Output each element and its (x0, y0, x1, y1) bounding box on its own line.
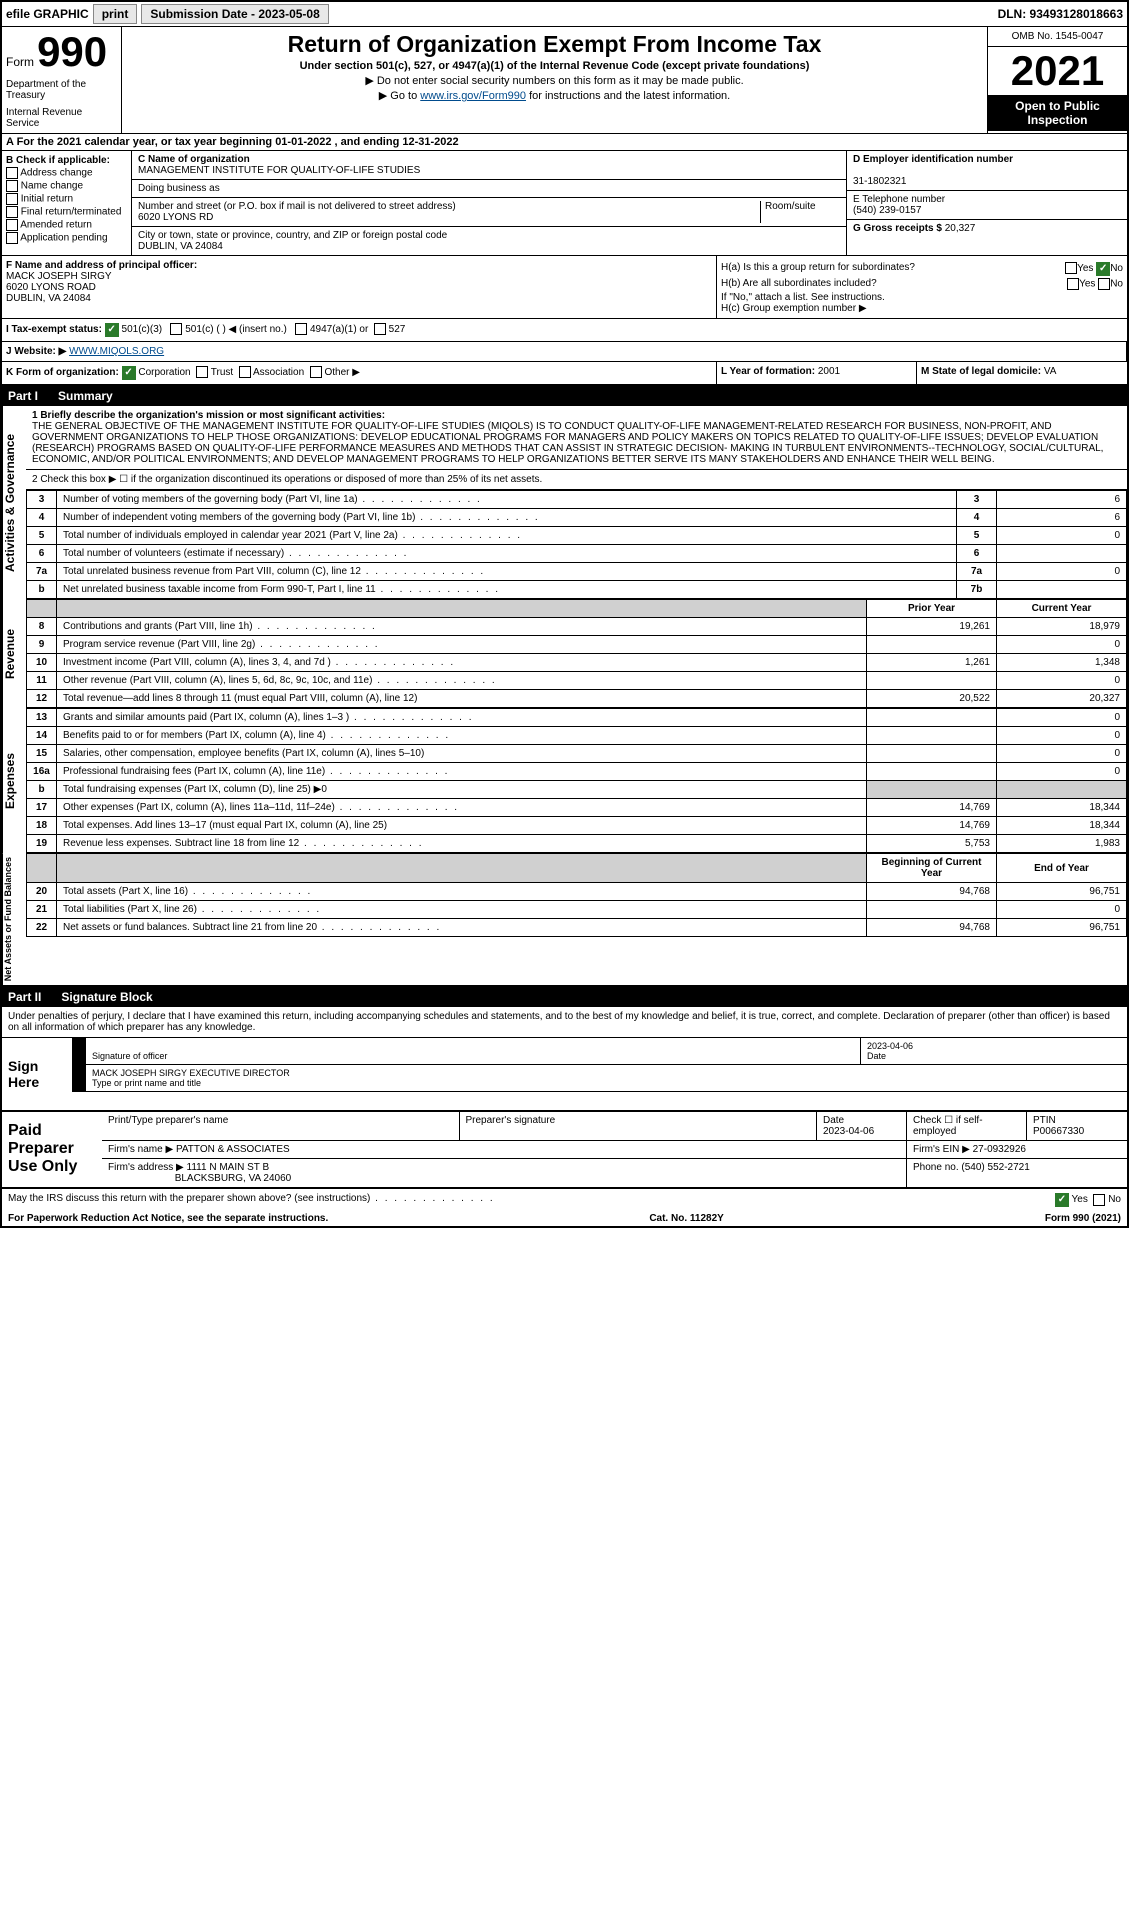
irs-link[interactable]: www.irs.gov/Form990 (420, 90, 526, 102)
form-header: Form 990 Department of the Treasury Inte… (2, 27, 1127, 134)
city-state-zip: DUBLIN, VA 24084 (138, 241, 223, 252)
table-row: 16aProfessional fundraising fees (Part I… (27, 763, 1127, 781)
efile-label: efile GRAPHIC (6, 7, 89, 21)
check-name[interactable]: Name change (6, 180, 127, 192)
vert-governance: Activities & Governance (2, 406, 26, 599)
footer-bottom: For Paperwork Reduction Act Notice, see … (2, 1211, 1127, 1226)
firm-phone: (540) 552-2721 (961, 1162, 1029, 1173)
officer-name-title: MACK JOSEPH SIRGY EXECUTIVE DIRECTOR (92, 1068, 290, 1078)
table-row: 15Salaries, other compensation, employee… (27, 745, 1127, 763)
subtitle: Under section 501(c), 527, or 4947(a)(1)… (126, 60, 983, 72)
check-corp: ✓ (122, 366, 136, 380)
row-fh: F Name and address of principal officer:… (2, 256, 1127, 319)
expenses-table: 13Grants and similar amounts paid (Part … (26, 708, 1127, 853)
discuss-row: May the IRS discuss this return with the… (2, 1189, 1127, 1211)
table-row: 6Total number of volunteers (estimate if… (27, 545, 1127, 563)
officer-name: MACK JOSEPH SIRGY (6, 271, 112, 282)
perjury-text: Under penalties of perjury, I declare th… (2, 1007, 1127, 1038)
arrow-icon (72, 1038, 86, 1064)
table-row: 10Investment income (Part VIII, column (… (27, 654, 1127, 672)
print-button[interactable]: print (93, 4, 138, 24)
section-a: A For the 2021 calendar year, or tax yea… (2, 134, 1127, 151)
website-link[interactable]: WWW.MIQOLS.ORG (69, 346, 164, 357)
col-d: D Employer identification number 31-1802… (847, 151, 1127, 255)
sign-here-block: Sign Here Signature of officer 2023-04-0… (2, 1038, 1127, 1112)
form-number: 990 (37, 28, 107, 75)
dln: DLN: 93493128018663 (998, 7, 1123, 21)
part1-header: Part I Summary (2, 386, 1127, 406)
tax-year: 2021 (988, 47, 1127, 95)
arrow-icon (72, 1065, 86, 1091)
row-j: J Website: ▶ WWW.MIQOLS.ORG (2, 342, 1127, 362)
part2-header: Part II Signature Block (2, 987, 1127, 1007)
check-amended[interactable]: Amended return (6, 219, 127, 231)
col-b: B Check if applicable: Address change Na… (2, 151, 132, 255)
submission-date: Submission Date - 2023-05-08 (141, 4, 328, 24)
table-row: 11Other revenue (Part VIII, column (A), … (27, 672, 1127, 690)
table-row: 7aTotal unrelated business revenue from … (27, 563, 1127, 581)
discuss-yes: ✓ (1055, 1193, 1069, 1207)
table-row: 17Other expenses (Part IX, column (A), l… (27, 799, 1127, 817)
table-row: 20Total assets (Part X, line 16)94,76896… (27, 883, 1127, 901)
table-row: 3Number of voting members of the governi… (27, 491, 1127, 509)
street-address: 6020 LYONS RD (138, 212, 213, 223)
main-title: Return of Organization Exempt From Incom… (126, 31, 983, 58)
table-row: bNet unrelated business taxable income f… (27, 581, 1127, 599)
prep-date: 2023-04-06 (823, 1126, 874, 1137)
vert-expenses: Expenses (2, 708, 26, 853)
table-row: 5Total number of individuals employed in… (27, 527, 1127, 545)
preparer-block: Paid Preparer Use Only Print/Type prepar… (2, 1112, 1127, 1189)
check-application[interactable]: Application pending (6, 232, 127, 244)
row-klm: K Form of organization: ✓ Corporation Tr… (2, 362, 1127, 386)
check-address[interactable]: Address change (6, 167, 127, 179)
mission-text: THE GENERAL OBJECTIVE OF THE MANAGEMENT … (32, 421, 1121, 465)
omb-number: OMB No. 1545-0047 (988, 27, 1127, 47)
table-row: bTotal fundraising expenses (Part IX, co… (27, 781, 1127, 799)
top-bar: efile GRAPHIC print Submission Date - 20… (2, 2, 1127, 27)
table-row: 13Grants and similar amounts paid (Part … (27, 709, 1127, 727)
telephone: (540) 239-0157 (853, 205, 921, 216)
check-final[interactable]: Final return/terminated (6, 206, 127, 218)
line-2: 2 Check this box ▶ ☐ if the organization… (26, 470, 1127, 490)
org-name: MANAGEMENT INSTITUTE FOR QUALITY-OF-LIFE… (138, 165, 420, 176)
table-row: 22Net assets or fund balances. Subtract … (27, 919, 1127, 937)
hb-answer: Yes No (1067, 278, 1123, 290)
vert-revenue: Revenue (2, 599, 26, 708)
check-initial[interactable]: Initial return (6, 193, 127, 205)
row-i: I Tax-exempt status: ✓ 501(c)(3) 501(c) … (2, 319, 1127, 342)
table-row: 8Contributions and grants (Part VIII, li… (27, 618, 1127, 636)
firm-addr: 1111 N MAIN ST B (187, 1162, 270, 1173)
table-row: 19Revenue less expenses. Subtract line 1… (27, 835, 1127, 853)
info-grid: B Check if applicable: Address change Na… (2, 151, 1127, 256)
ein: 31-1802321 (853, 176, 906, 187)
table-row: 18Total expenses. Add lines 13–17 (must … (27, 817, 1127, 835)
open-public: Open to Public Inspection (988, 95, 1127, 131)
table-row: 9Program service revenue (Part VIII, lin… (27, 636, 1127, 654)
sign-date: 2023-04-06 (867, 1041, 913, 1051)
governance-table: 3Number of voting members of the governi… (26, 490, 1127, 599)
ptin: P00667330 (1033, 1126, 1084, 1137)
firm-ein: 27-0932926 (973, 1144, 1026, 1155)
vert-netassets: Net Assets or Fund Balances (2, 853, 26, 985)
revenue-table: Prior YearCurrent Year 8Contributions an… (26, 599, 1127, 708)
table-row: 4Number of independent voting members of… (27, 509, 1127, 527)
note-goto: ▶ Go to www.irs.gov/Form990 for instruct… (126, 89, 983, 102)
note-ssn: ▶ Do not enter social security numbers o… (126, 74, 983, 87)
gross-receipts: 20,327 (945, 223, 976, 234)
state-domicile: VA (1044, 366, 1057, 377)
table-row: 14Benefits paid to or for members (Part … (27, 727, 1127, 745)
check-501c3: ✓ (105, 323, 119, 337)
netassets-table: Beginning of Current YearEnd of Year 20T… (26, 853, 1127, 937)
form-word: Form (6, 55, 34, 69)
irs-label: Internal Revenue Service (6, 107, 117, 129)
table-row: 21Total liabilities (Part X, line 26)0 (27, 901, 1127, 919)
col-c: C Name of organization MANAGEMENT INSTIT… (132, 151, 847, 255)
table-row: 12Total revenue—add lines 8 through 11 (… (27, 690, 1127, 708)
year-formation: 2001 (818, 366, 840, 377)
firm-name: PATTON & ASSOCIATES (176, 1144, 290, 1155)
ha-answer: Yes ✓No (1065, 262, 1123, 276)
dept-treasury: Department of the Treasury (6, 79, 117, 101)
